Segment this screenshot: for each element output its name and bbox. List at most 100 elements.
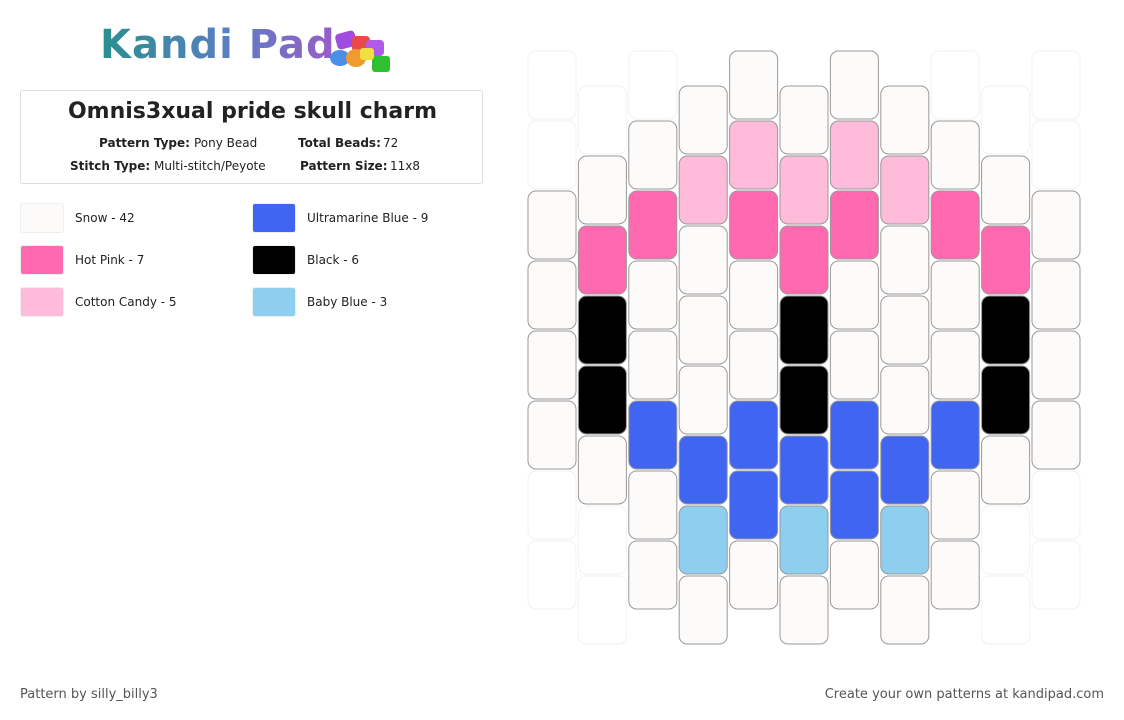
bead <box>628 540 678 610</box>
bead <box>678 505 728 575</box>
bead <box>930 540 980 610</box>
bead <box>829 400 879 470</box>
ghost-bead <box>1031 540 1081 610</box>
bead <box>880 225 930 295</box>
bead <box>527 260 577 330</box>
legend-label: Ultramarine Blue - 9 <box>307 211 429 225</box>
bead <box>829 260 879 330</box>
bead <box>729 540 779 610</box>
color-swatch <box>252 287 296 317</box>
bead <box>577 365 627 435</box>
bead <box>628 190 678 260</box>
color-swatch <box>20 245 64 275</box>
bead <box>577 295 627 365</box>
legend-label: Hot Pink - 7 <box>75 253 145 267</box>
ghost-bead <box>527 540 577 610</box>
bead <box>729 330 779 400</box>
bead <box>678 575 728 645</box>
bead <box>981 295 1031 365</box>
bead <box>527 400 577 470</box>
color-swatch <box>252 203 296 233</box>
bead <box>930 470 980 540</box>
bead <box>628 400 678 470</box>
bead <box>1031 260 1081 330</box>
ghost-bead <box>981 85 1031 155</box>
bead <box>678 155 728 225</box>
bead <box>779 575 829 645</box>
bead <box>829 120 879 190</box>
legend-label: Snow - 42 <box>75 211 135 225</box>
ghost-bead <box>628 50 678 120</box>
bead <box>779 435 829 505</box>
bead <box>779 225 829 295</box>
legend-label: Black - 6 <box>307 253 360 267</box>
bead <box>829 470 879 540</box>
pattern-title: Omnis3xual pride skull charm <box>67 99 438 124</box>
ghost-bead <box>577 575 627 645</box>
bead <box>880 505 930 575</box>
bead <box>829 330 879 400</box>
bead <box>1031 190 1081 260</box>
bead <box>829 540 879 610</box>
ghost-bead <box>930 50 980 120</box>
footer-link[interactable]: Create your own patterns at kandipad.com <box>824 687 1104 702</box>
logo-icon <box>330 30 390 72</box>
bead <box>829 50 879 120</box>
label: Pattern Type: <box>99 136 190 150</box>
bead <box>930 400 980 470</box>
bead <box>880 575 930 645</box>
bead <box>930 190 980 260</box>
bead <box>880 155 930 225</box>
bead <box>628 260 678 330</box>
bead <box>729 260 779 330</box>
bead <box>981 435 1031 505</box>
color-swatch <box>20 287 64 317</box>
bead <box>527 330 577 400</box>
bead <box>577 155 627 225</box>
bead <box>628 330 678 400</box>
bead <box>779 155 829 225</box>
bead <box>930 260 980 330</box>
ghost-bead <box>1031 470 1081 540</box>
ghost-bead <box>527 470 577 540</box>
bead <box>729 400 779 470</box>
bead <box>981 155 1031 225</box>
footer-credit[interactable]: Pattern by silly_billy3 <box>20 687 158 702</box>
bead <box>577 435 627 505</box>
bead <box>779 365 829 435</box>
label: Total Beads: <box>298 136 381 150</box>
bead-grid <box>527 50 1081 645</box>
bead <box>678 85 728 155</box>
bead <box>1031 330 1081 400</box>
value: 11x8 <box>390 159 421 173</box>
bead <box>678 295 728 365</box>
color-swatch <box>252 245 296 275</box>
ghost-bead <box>1031 50 1081 120</box>
bead <box>729 120 779 190</box>
value: Multi-stitch/Peyote <box>154 159 266 173</box>
bead <box>729 470 779 540</box>
bead <box>981 225 1031 295</box>
bead <box>880 365 930 435</box>
bead <box>880 295 930 365</box>
ghost-bead <box>577 85 627 155</box>
bead <box>678 435 728 505</box>
bead <box>930 330 980 400</box>
bead <box>628 470 678 540</box>
bead <box>880 85 930 155</box>
bead <box>779 505 829 575</box>
value: 72 <box>383 136 399 150</box>
bead <box>577 225 627 295</box>
ghost-bead <box>981 505 1031 575</box>
legend-label: Cotton Candy - 5 <box>75 295 177 309</box>
ghost-bead <box>577 505 627 575</box>
ghost-bead <box>981 575 1031 645</box>
bead <box>829 190 879 260</box>
logo[interactable]: Kandi Pad <box>100 22 336 68</box>
ghost-bead <box>527 50 577 120</box>
bead <box>779 85 829 155</box>
bead <box>678 225 728 295</box>
bead <box>678 365 728 435</box>
info-box: Omnis3xual pride skull charm Pattern Typ… <box>20 90 483 184</box>
